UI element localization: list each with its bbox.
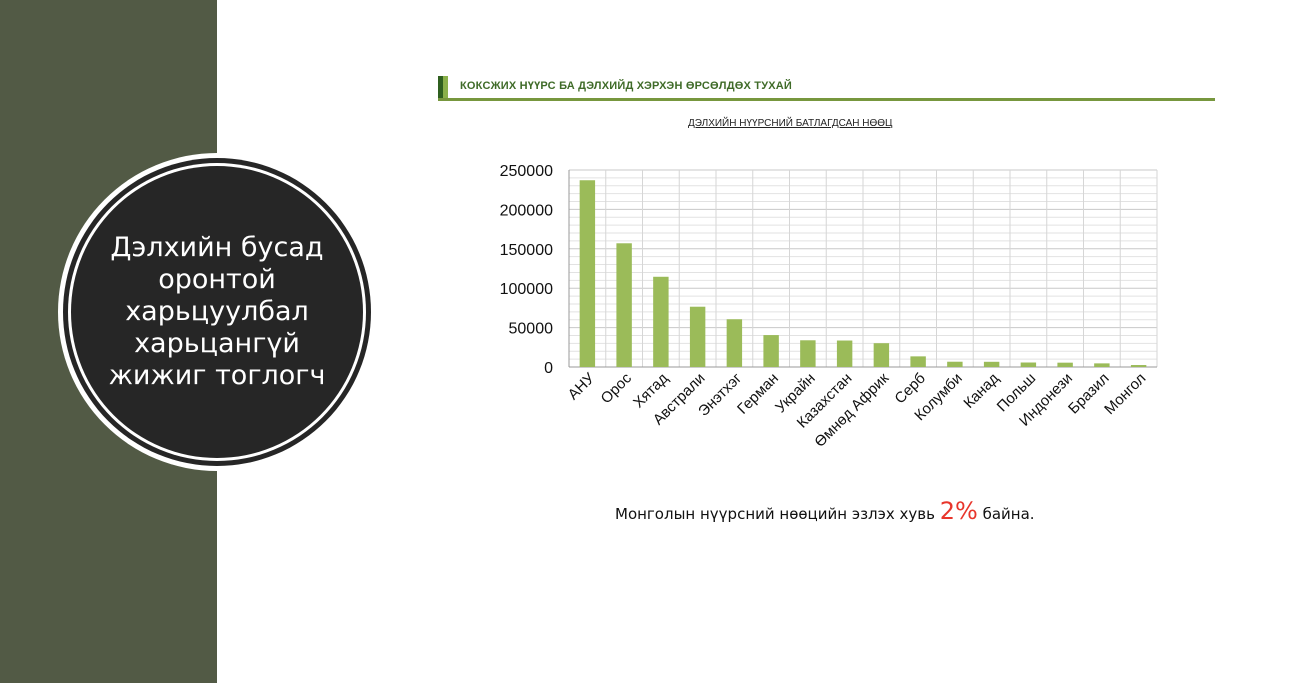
- bar: [763, 335, 779, 367]
- bar: [653, 276, 669, 367]
- x-tick-label: Орос: [598, 369, 636, 407]
- bar: [836, 340, 853, 367]
- bar: [1130, 365, 1147, 367]
- bar: [947, 361, 963, 367]
- bar: [873, 343, 890, 367]
- circle-text: Дэлхийн бусад оронтой харьцуулбал харьца…: [108, 232, 326, 391]
- note-percent: 2%: [939, 497, 978, 525]
- section-header: КОКСЖИХ НҮҮРС БА ДЭЛХИЙД ХЭРХЭН ӨРСӨЛДӨХ…: [438, 74, 1215, 102]
- bar: [983, 361, 1000, 367]
- note-prefix: Монголын нүүрсний нөөцийн эзлэх хувь: [615, 505, 935, 523]
- header-underline: [438, 98, 1215, 101]
- y-tick-label: 200000: [500, 202, 553, 219]
- header-marker-light: [443, 76, 448, 98]
- bar: [726, 319, 743, 367]
- note-suffix: байна.: [982, 505, 1035, 523]
- y-tick-label: 50000: [509, 321, 554, 338]
- bar: [1057, 362, 1073, 367]
- note-text: Монголын нүүрсний нөөцийн эзлэх хувь 2% …: [615, 497, 1035, 525]
- bar: [616, 243, 632, 367]
- x-tick-label: Герман: [734, 370, 782, 418]
- y-tick-label: 0: [544, 360, 553, 377]
- header-marker-dark: [438, 76, 443, 98]
- circle-badge: Дэлхийн бусад оронтой харьцуулбал харьца…: [71, 166, 363, 458]
- bar: [579, 180, 596, 367]
- header-title: КОКСЖИХ НҮҮРС БА ДЭЛХИЙД ХЭРХЭН ӨРСӨЛДӨХ…: [460, 80, 793, 92]
- y-tick-label: 250000: [500, 163, 553, 180]
- y-tick-label: 100000: [500, 281, 553, 298]
- y-tick-label: 150000: [500, 242, 553, 259]
- bar: [800, 340, 816, 367]
- x-tick-label: Монгол: [1101, 370, 1149, 418]
- x-tick-label: АНУ: [565, 369, 599, 403]
- bar: [1094, 363, 1110, 367]
- chart-title: ДЭЛХИЙН НҮҮРСНИЙ БАТЛАГДСАН НӨӨЦ: [688, 118, 893, 129]
- bar: [689, 306, 706, 367]
- bar: [1020, 362, 1037, 367]
- bar: [910, 356, 926, 367]
